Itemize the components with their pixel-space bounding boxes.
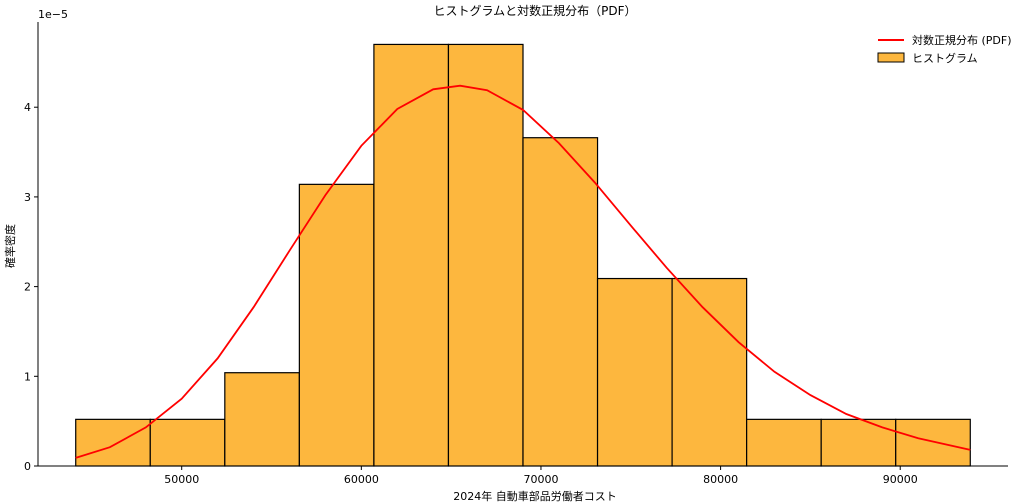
pdf-line-group	[75, 84, 971, 459]
y-offset-label: 1e−5	[38, 8, 68, 21]
y-axis-label: 確率密度	[3, 224, 17, 268]
histogram-bar	[895, 418, 971, 467]
legend-label-pdf: 対数正規分布 (PDF)	[912, 33, 1012, 47]
legend: 対数正規分布 (PDF) ヒストグラム	[877, 33, 1012, 65]
histogram-bar	[746, 418, 822, 467]
axes	[37, 22, 1008, 467]
x-tick-label: 70000	[523, 473, 558, 486]
histogram-bar	[75, 418, 151, 467]
x-tick-label: 50000	[164, 473, 199, 486]
histogram-bar	[522, 137, 599, 467]
x-axis-label: 2024年 自動車部品労働者コスト	[453, 489, 617, 503]
y-tick-label: 4	[24, 101, 31, 114]
histogram-bar	[447, 43, 524, 467]
histogram-bar	[298, 183, 375, 467]
histogram-bar	[820, 418, 897, 467]
histogram-bars	[75, 43, 971, 467]
y-tick-label: 2	[24, 281, 31, 294]
y-ticks: 0 1 2 3 4	[24, 101, 38, 473]
pdf-line	[75, 84, 971, 459]
histogram-bar	[373, 43, 450, 467]
y-tick-label: 1	[24, 370, 31, 383]
legend-bar-swatch	[877, 52, 905, 63]
x-tick-label: 90000	[883, 473, 918, 486]
y-tick-label: 0	[24, 460, 31, 473]
chart-title: ヒストグラムと対数正規分布（PDF）	[433, 3, 636, 18]
x-tick-label: 80000	[703, 473, 738, 486]
histogram-bar	[149, 418, 226, 467]
x-tick-label: 60000	[344, 473, 379, 486]
legend-label-histogram: ヒストグラム	[912, 51, 978, 65]
x-ticks: 50000 60000 70000 80000 90000	[164, 466, 918, 486]
histogram-bar	[596, 277, 673, 467]
y-tick-label: 3	[24, 191, 31, 204]
histogram-bar	[224, 372, 300, 467]
histogram-bar	[671, 277, 748, 467]
